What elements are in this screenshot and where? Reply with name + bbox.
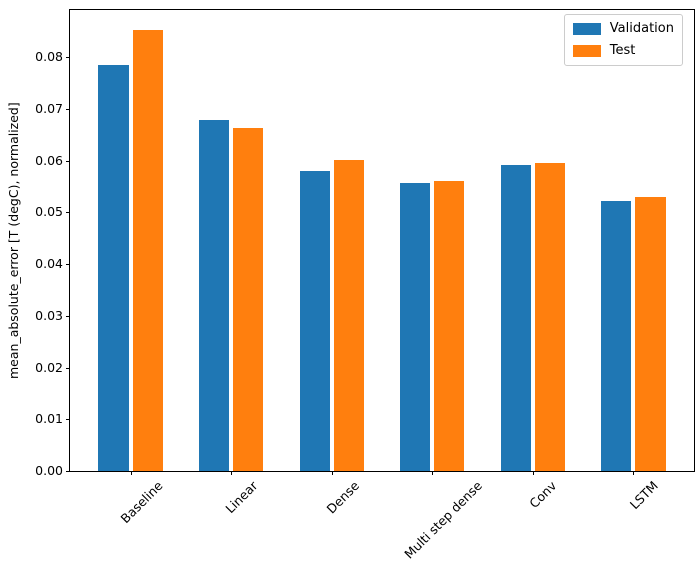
y-tick-label-0.04: 0.04	[35, 256, 63, 271]
y-tick-mark-0.07	[66, 109, 70, 110]
x-tick-label-baseline: Baseline	[117, 478, 166, 527]
bar-test-multi-step-dense	[434, 181, 465, 471]
y-tick-mark-0.08	[66, 57, 70, 58]
legend-entry-validation: Validation	[572, 21, 674, 37]
x-tick-mark-lstm	[633, 471, 634, 475]
y-tick-label-0.06: 0.06	[35, 153, 63, 168]
x-tick-label-conv: Conv	[526, 478, 560, 512]
y-tick-label-0.03: 0.03	[35, 308, 63, 323]
y-tick-mark-0.02	[66, 368, 70, 369]
bar-test-dense	[333, 160, 364, 471]
plot-area: Validation Test	[70, 10, 694, 471]
y-tick-label-0.01: 0.01	[35, 411, 63, 426]
bar-validation-multi-step-dense	[400, 183, 431, 471]
y-tick-mark-0.00	[66, 471, 70, 472]
bar-test-lstm	[635, 196, 666, 471]
x-tick-label-linear: Linear	[222, 478, 261, 517]
legend-label-test: Test	[609, 43, 636, 58]
x-tick-label-dense: Dense	[323, 478, 362, 517]
bar-validation-lstm	[601, 201, 632, 471]
y-tick-label-0.05: 0.05	[35, 204, 63, 219]
x-tick-mark-baseline	[131, 471, 132, 475]
y-tick-mark-0.05	[66, 212, 70, 213]
y-tick-mark-0.01	[66, 419, 70, 420]
x-tick-mark-conv	[533, 471, 534, 475]
y-tick-label-0.08: 0.08	[35, 49, 63, 64]
legend-entry-test: Test	[572, 43, 674, 59]
legend: Validation Test	[563, 14, 683, 66]
x-tick-label-lstm: LSTM	[627, 478, 662, 513]
y-tick-mark-0.06	[66, 161, 70, 162]
legend-label-validation: Validation	[609, 21, 674, 36]
y-axis-label: mean_absolute_error [T (degC), normalize…	[6, 102, 21, 379]
bar-validation-conv	[500, 164, 531, 471]
y-tick-label-0.07: 0.07	[35, 101, 63, 116]
x-tick-mark-dense	[332, 471, 333, 475]
y-tick-mark-0.03	[66, 316, 70, 317]
bar-validation-linear	[198, 120, 230, 471]
x-tick-mark-multi-step-dense	[432, 471, 433, 475]
x-tick-mark-linear	[231, 471, 232, 475]
legend-swatch-validation	[572, 23, 601, 35]
y-tick-label-0.02: 0.02	[35, 360, 63, 375]
bar-test-conv	[534, 163, 566, 471]
legend-swatch-test	[572, 45, 601, 57]
x-tick-label-multi-step-dense: Multi step dense	[401, 478, 485, 562]
bar-validation-baseline	[98, 64, 129, 471]
y-tick-mark-0.04	[66, 264, 70, 265]
bar-validation-dense	[299, 170, 330, 471]
y-tick-label-0.00: 0.00	[35, 463, 63, 478]
bar-test-baseline	[132, 30, 163, 471]
bar-test-linear	[233, 127, 264, 471]
